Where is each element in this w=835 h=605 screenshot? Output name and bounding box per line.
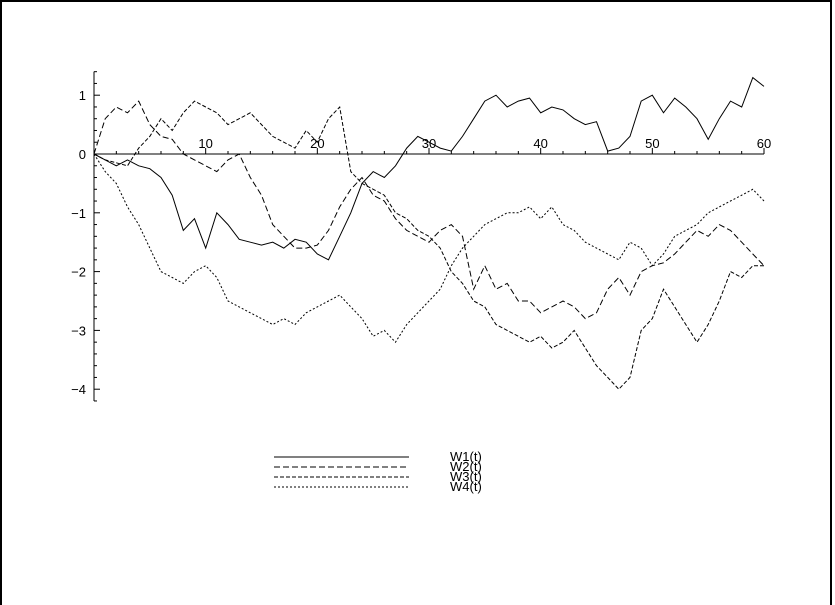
- legend-label-3: W3(t): [450, 469, 482, 484]
- legend: W1(t)W2(t)W3(t)W4(t): [274, 449, 482, 494]
- y-tick-label: 1: [79, 88, 86, 103]
- series-line-3: [93, 100, 764, 390]
- series-line-4: [93, 153, 765, 344]
- x-tick-label: 20: [310, 136, 324, 151]
- y-tick-label: −2: [71, 265, 86, 280]
- legend-label-1: W1(t): [450, 449, 482, 464]
- series-line-2: [93, 100, 765, 320]
- y-tick-label: 0: [79, 147, 86, 162]
- x-tick-label: 60: [757, 136, 771, 151]
- x-tick-label: 30: [422, 136, 436, 151]
- legend-label-2: W2(t): [450, 459, 482, 474]
- series-layer: [93, 76, 765, 390]
- legend-label-4: W4(t): [450, 479, 482, 494]
- x-tick-label: 50: [645, 136, 659, 151]
- y-tick-label: −3: [71, 323, 86, 338]
- x-tick-label: 40: [533, 136, 547, 151]
- x-tick-label: 10: [198, 136, 212, 151]
- y-tick-label: −4: [71, 382, 86, 397]
- y-tick-label: −1: [71, 206, 86, 221]
- series-line-1: [93, 76, 765, 261]
